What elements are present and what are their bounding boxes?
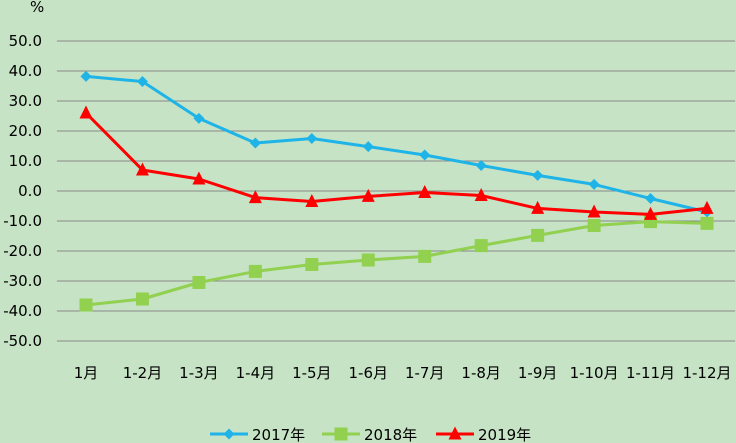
x-tick-label: 1-9月 (518, 364, 558, 382)
series-line (85, 74, 708, 214)
data-point-diamond (362, 141, 374, 153)
data-point-triangle (305, 194, 319, 207)
data-point-square (474, 239, 488, 253)
x-tick-label: 1-12月 (682, 364, 731, 382)
x-tick-label: 1-5月 (292, 364, 332, 382)
data-point-square (305, 258, 319, 271)
legend-item: 2018年 (322, 426, 417, 443)
data-point-diamond (306, 133, 318, 144)
data-point-triangle (79, 105, 93, 119)
data-point-square (79, 298, 93, 312)
series-lines (79, 70, 714, 312)
legend-item: 2019年 (436, 426, 531, 443)
series-line (84, 111, 708, 216)
data-point-triangle (192, 171, 206, 185)
data-point-diamond (475, 160, 487, 171)
data-point-triangle (361, 188, 375, 202)
y-tick-label: 10.0 (9, 152, 42, 170)
y-tick-label: -10.0 (3, 212, 42, 230)
data-point-triangle (644, 206, 658, 220)
series-1 (80, 70, 713, 218)
y-tick-label: 50.0 (9, 32, 42, 50)
y-tick-label: 20.0 (9, 122, 42, 140)
legend-marker-square (334, 427, 348, 441)
legend-label: 2018年 (364, 426, 417, 443)
data-point-triangle (474, 188, 488, 201)
y-tick-label: -40.0 (3, 302, 42, 320)
data-point-triangle (418, 185, 432, 198)
data-point-triangle (587, 204, 601, 218)
data-point-triangle (248, 190, 262, 204)
y-axis-tick-labels: 50.0 40.0 30.0 20.0 10.0 0.0 -10.0 -20.0 -30.0 -4… (3, 32, 42, 350)
x-tick-label: 1-3月 (179, 364, 219, 382)
data-point-diamond (80, 70, 92, 82)
legend-marker-diamond (223, 428, 235, 440)
legend-label: 2019年 (478, 426, 531, 443)
x-tick-label: 1-6月 (349, 364, 389, 382)
data-point-square (587, 219, 601, 232)
data-point-square (700, 216, 714, 230)
data-point-diamond (645, 193, 657, 204)
y-tick-label: 40.0 (9, 62, 42, 80)
x-tick-label: 1-10月 (570, 364, 619, 382)
legend-label: 2017年 (252, 426, 305, 443)
legend-item: 2017年 (210, 426, 305, 443)
x-tick-label: 1-2月 (123, 364, 163, 382)
series-3 (79, 105, 714, 220)
y-axis-unit-label: % (30, 0, 44, 16)
y-tick-label: 30.0 (9, 92, 42, 110)
y-tick-label: -50.0 (3, 332, 42, 350)
data-point-triangle (531, 200, 545, 214)
data-point-square (418, 249, 432, 263)
y-tick-label: -30.0 (3, 272, 42, 290)
x-tick-label: 1-4月 (236, 364, 276, 382)
x-tick-label: 1-7月 (405, 364, 445, 382)
gridlines (57, 40, 735, 342)
x-tick-label: 1-11月 (626, 364, 675, 382)
data-point-diamond (136, 76, 148, 87)
data-point-diamond (419, 149, 431, 161)
data-point-square (361, 253, 375, 267)
legend: 2017年 2018年 2019年 (210, 426, 531, 443)
data-point-diamond (588, 178, 600, 190)
data-point-triangle (700, 200, 714, 214)
data-point-diamond (193, 112, 205, 124)
x-axis-tick-labels: 1月 1-2月 1-3月 1-4月 1-5月 1-6月 1-7月 1-8月 1-9月 1-10月 1… (74, 364, 732, 382)
x-tick-label: 1-8月 (461, 364, 501, 382)
data-point-square (248, 264, 262, 278)
data-point-diamond (532, 169, 544, 181)
y-tick-label: 0.0 (18, 182, 42, 200)
data-point-diamond (249, 137, 261, 149)
data-point-triangle (135, 162, 149, 176)
data-point-square (192, 276, 206, 289)
legend-marker-triangle (448, 426, 462, 440)
series-line (85, 220, 708, 307)
data-point-square (531, 228, 545, 242)
x-tick-label: 1月 (74, 364, 99, 382)
data-point-square (135, 292, 149, 306)
series-2 (79, 215, 714, 312)
y-tick-label: -20.0 (3, 242, 42, 260)
